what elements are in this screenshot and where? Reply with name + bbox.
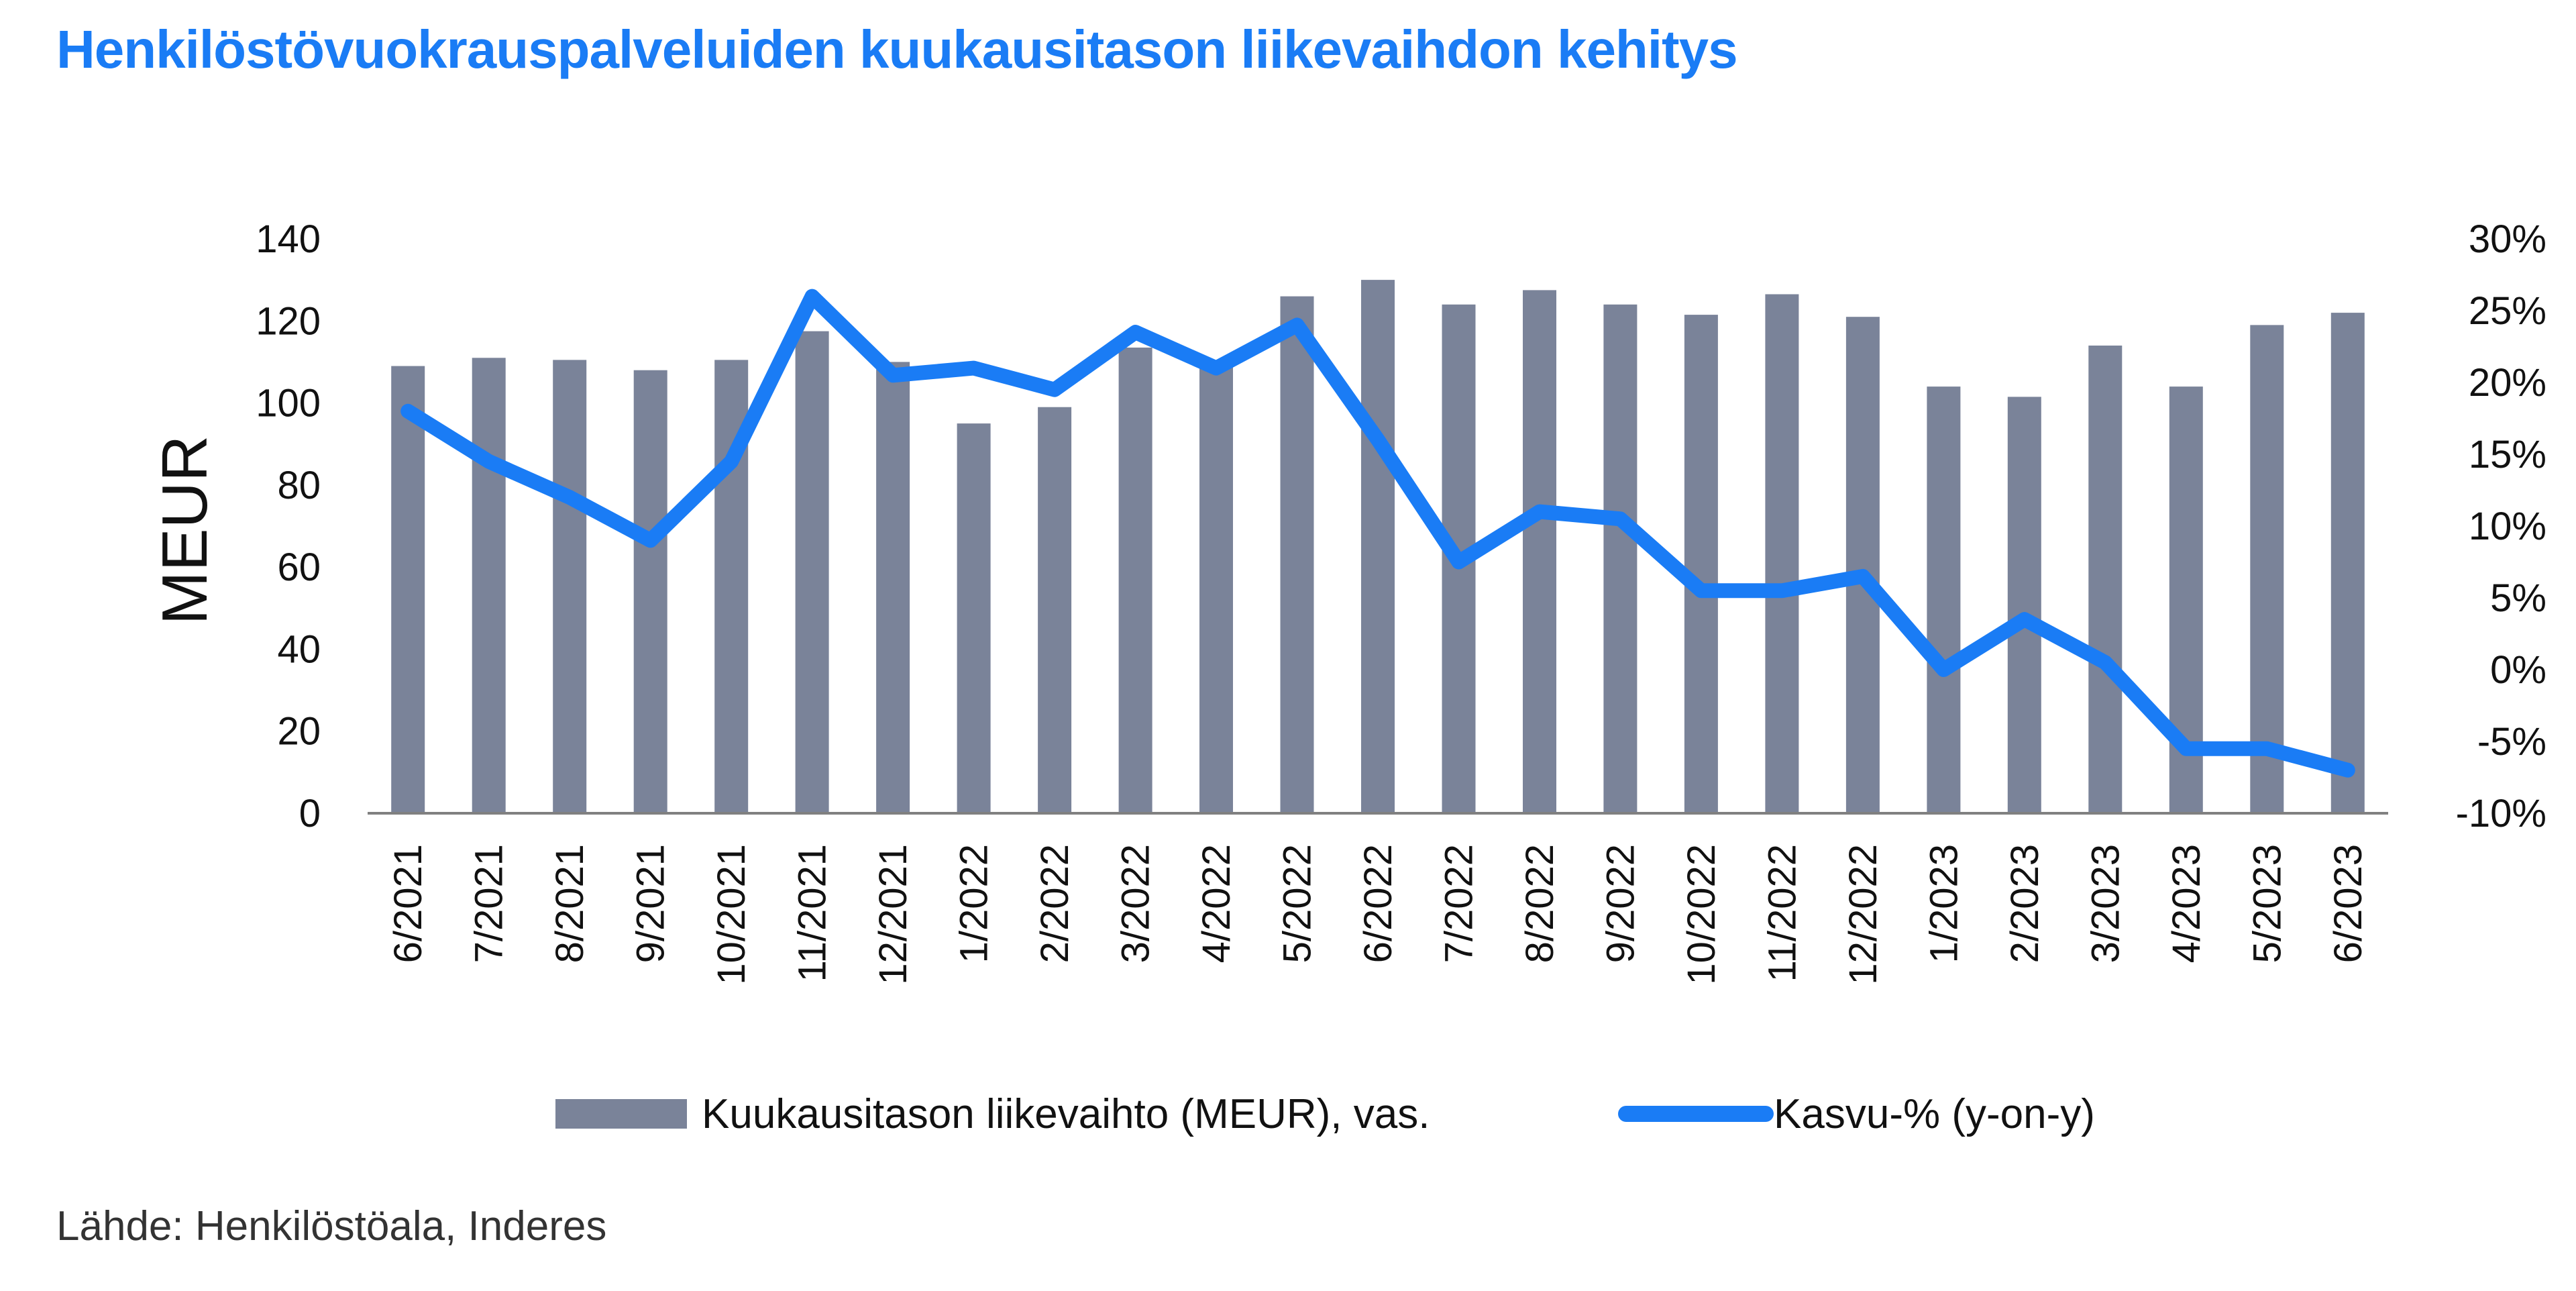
bar-3-2023	[2088, 346, 2123, 813]
x-tick-label: 3/2022	[1114, 844, 1158, 963]
bar-8-2021	[553, 360, 587, 813]
growth-line-series	[400, 289, 2355, 778]
bar-11-2021	[795, 331, 829, 814]
bar-1-2022	[957, 423, 991, 813]
x-tick-label: 5/2023	[2245, 844, 2289, 963]
bar-12-2022	[1845, 317, 1880, 813]
bar-6-2021	[391, 366, 425, 813]
bar-6-2022	[1361, 280, 1395, 814]
bar-3-2022	[1118, 348, 1152, 813]
y-tick-label: 140	[256, 217, 321, 261]
y-tick-label: 80	[277, 464, 321, 507]
y-tick-label: 60	[277, 546, 321, 589]
x-tick-label: 8/2022	[1518, 844, 1562, 963]
x-tick-label: 2/2022	[1033, 844, 1077, 963]
bar-10-2022	[1684, 315, 1718, 814]
x-tick-label: 12/2022	[1841, 844, 1885, 985]
y-axis-left: 0 20 40 60 80 100 120 140	[256, 217, 321, 835]
x-tick-label: 1/2023	[1922, 844, 1966, 963]
bar-5-2023	[2250, 325, 2284, 813]
x-tick-label: 4/2022	[1195, 844, 1238, 963]
y-tick-label: 20	[277, 710, 321, 754]
x-tick-label: 12/2021	[871, 844, 915, 985]
chart-title: Henkilöstövuokrauspalveluiden kuukausita…	[56, 19, 1738, 79]
x-tick-label: 9/2022	[1599, 844, 1642, 963]
y2-tick-label: 20%	[2469, 361, 2546, 405]
y2-tick-label: 10%	[2469, 505, 2546, 548]
y-tick-label: 120	[256, 299, 321, 343]
bar-9-2022	[1603, 304, 1638, 813]
y2-tick-label: -10%	[2456, 792, 2546, 835]
x-tick-label: 11/2021	[791, 844, 835, 982]
bar-8-2022	[1523, 290, 1556, 813]
y2-tick-label: -5%	[2477, 720, 2546, 764]
x-tick-label: 10/2022	[1680, 844, 1723, 985]
x-tick-label: 8/2021	[548, 844, 592, 963]
bar-9-2021	[633, 370, 667, 813]
x-tick-label: 6/2022	[1356, 844, 1400, 963]
line-layer	[400, 289, 2355, 778]
x-tick-label: 9/2021	[629, 844, 673, 963]
y2-tick-label: 15%	[2469, 433, 2546, 476]
y-axis-right: -10% -5% 0% 5% 10% 15% 20% 25% 30%	[2456, 217, 2546, 835]
x-tick-label: 7/2022	[1438, 844, 1481, 963]
y-tick-label: 40	[277, 627, 321, 671]
x-axis: 6/2021 7/2021 8/2021 9/2021 10/2021 11/2021 12…	[386, 844, 2370, 985]
x-tick-label: 6/2023	[2326, 844, 2370, 963]
y2-tick-label: 30%	[2469, 217, 2546, 261]
bars-layer	[391, 280, 2365, 814]
legend: Kuukausitason liikevaihto (MEUR), vas. K…	[555, 1091, 2095, 1137]
y-tick-label: 100	[256, 382, 321, 425]
bar-11-2022	[1765, 294, 1799, 813]
x-tick-label: 2/2023	[2003, 844, 2047, 963]
bar-6-2023	[2330, 313, 2365, 814]
legend-bar-swatch	[555, 1099, 687, 1129]
bar-1-2023	[1927, 386, 1961, 813]
bar-2-2023	[2007, 397, 2041, 813]
y-tick-label: 0	[299, 792, 321, 835]
x-tick-label: 4/2023	[2165, 844, 2208, 963]
bar-4-2022	[1199, 366, 1233, 813]
bar-5-2022	[1280, 296, 1314, 814]
x-tick-label: 10/2021	[710, 844, 753, 985]
x-tick-label: 3/2023	[2084, 844, 2127, 963]
y-axis-title: MEUR	[149, 435, 221, 625]
x-tick-label: 7/2021	[468, 844, 511, 963]
legend-line-label: Kasvu-% (y-on-y)	[1774, 1091, 2095, 1137]
x-tick-label: 1/2022	[953, 844, 996, 963]
bar-2-2022	[1038, 407, 1072, 813]
bar-7-2021	[472, 358, 506, 813]
legend-bar-label: Kuukausitason liikevaihto (MEUR), vas.	[702, 1091, 1430, 1137]
x-tick-label: 5/2022	[1276, 844, 1320, 963]
y2-tick-label: 0%	[2490, 648, 2546, 692]
y2-tick-label: 5%	[2490, 576, 2546, 620]
x-tick-label: 6/2021	[386, 844, 430, 963]
y2-tick-label: 25%	[2469, 289, 2546, 333]
x-tick-label: 11/2022	[1760, 844, 1804, 982]
bar-12-2021	[876, 362, 910, 813]
source-note: Lähde: Henkilöstöala, Inderes	[56, 1203, 607, 1249]
